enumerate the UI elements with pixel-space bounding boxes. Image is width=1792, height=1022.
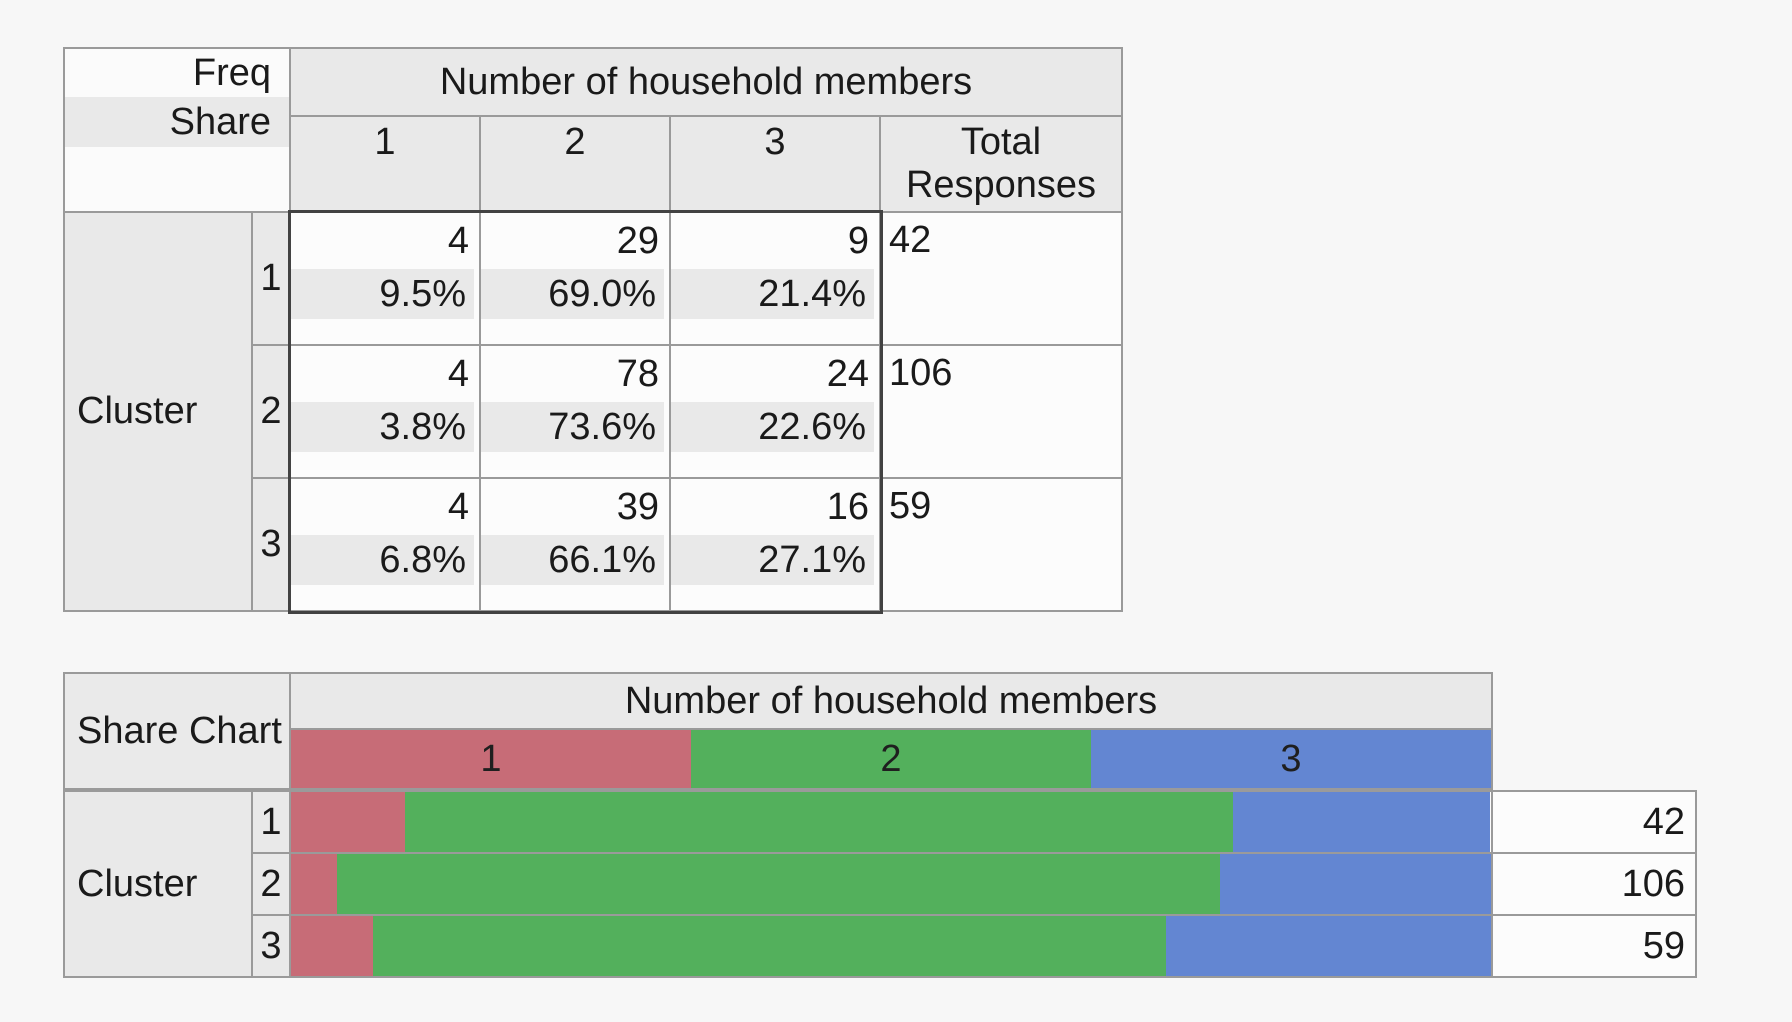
share-value: 21.4% — [671, 269, 874, 319]
col-header-3: 3 — [671, 117, 879, 211]
total-header-line2: Responses — [905, 163, 1097, 206]
row-label-cluster-2: 2 — [253, 346, 289, 477]
share-value: 9.5% — [291, 269, 474, 319]
table-cell: 4 9.5% — [291, 213, 479, 344]
table-cell: 16 27.1% — [671, 479, 879, 610]
bar-segment-2[interactable] — [405, 792, 1233, 852]
share-value: 27.1% — [671, 535, 874, 585]
row-label-cluster-3: 3 — [253, 916, 289, 976]
share-value: 69.0% — [481, 269, 664, 319]
share-value: 3.8% — [291, 402, 474, 452]
freq-share-table: Freq Share Number of household members 1… — [63, 47, 1123, 612]
share-label: Share — [65, 97, 289, 147]
legend-item-1[interactable]: 1 — [291, 730, 691, 788]
bar-segment-1[interactable] — [291, 854, 337, 914]
share-chart-header: Share Chart Number of household members … — [63, 672, 1493, 790]
freq-value: 4 — [447, 219, 469, 262]
total-value: 59 — [881, 479, 1121, 610]
share-chart-title: Share Chart — [65, 674, 289, 788]
share-chart-body: Cluster 1 42 2 106 3 59 — [63, 790, 1697, 978]
row-label-cluster-3: 3 — [253, 479, 289, 610]
bar-segment-2[interactable] — [336, 854, 1220, 914]
table-cell: 24 22.6% — [671, 346, 879, 477]
total-responses-header: Total Responses — [881, 117, 1121, 211]
total-value: 106 — [1493, 854, 1695, 914]
legend-item-2[interactable]: 2 — [691, 730, 1091, 788]
stacked-bar-cluster-1 — [291, 792, 1491, 852]
share-value: 73.6% — [481, 402, 664, 452]
total-value: 59 — [1493, 916, 1695, 976]
freq-value: 4 — [447, 352, 469, 395]
freq-value: 4 — [447, 485, 469, 528]
row-group-label: Cluster — [65, 213, 251, 610]
bar-segment-1[interactable] — [291, 792, 405, 852]
freq-label: Freq — [192, 51, 271, 94]
bar-segment-3[interactable] — [1165, 916, 1491, 976]
share-value: 66.1% — [481, 535, 664, 585]
column-group-header: Number of household members — [291, 49, 1121, 115]
freq-value: 29 — [616, 219, 659, 262]
table-cell: 29 69.0% — [481, 213, 669, 344]
share-value: 6.8% — [291, 535, 474, 585]
bar-segment-3[interactable] — [1219, 854, 1491, 914]
table-cell: 4 6.8% — [291, 479, 479, 610]
bar-segment-1[interactable] — [291, 916, 373, 976]
table-cell: 39 66.1% — [481, 479, 669, 610]
row-label-cluster-1: 1 — [253, 792, 289, 852]
total-value: 42 — [1493, 792, 1695, 852]
freq-value: 16 — [826, 485, 869, 528]
total-value: 42 — [881, 213, 1121, 344]
col-header-1: 1 — [291, 117, 479, 211]
legend: 1 2 3 — [291, 730, 1491, 788]
table-cell: 78 73.6% — [481, 346, 669, 477]
legend-item-3[interactable]: 3 — [1091, 730, 1491, 788]
column-group-header: Number of household members — [291, 674, 1491, 728]
total-value: 106 — [881, 346, 1121, 477]
row-label-cluster-1: 1 — [253, 213, 289, 344]
share-value: 22.6% — [671, 402, 874, 452]
freq-value: 24 — [826, 352, 869, 395]
freq-value: 39 — [616, 485, 659, 528]
total-header-line1: Total — [960, 121, 1042, 163]
col-header-2: 2 — [481, 117, 669, 211]
bar-segment-2[interactable] — [372, 916, 1166, 976]
bar-segment-3[interactable] — [1233, 792, 1490, 852]
stacked-bar-cluster-3 — [291, 916, 1491, 976]
row-label-cluster-2: 2 — [253, 854, 289, 914]
row-group-label: Cluster — [65, 792, 251, 976]
corner-cell: Freq Share — [65, 49, 289, 211]
table-cell: 9 21.4% — [671, 213, 879, 344]
stacked-bar-cluster-2 — [291, 854, 1491, 914]
table-cell: 4 3.8% — [291, 346, 479, 477]
freq-value: 9 — [847, 219, 869, 262]
freq-value: 78 — [616, 352, 659, 395]
